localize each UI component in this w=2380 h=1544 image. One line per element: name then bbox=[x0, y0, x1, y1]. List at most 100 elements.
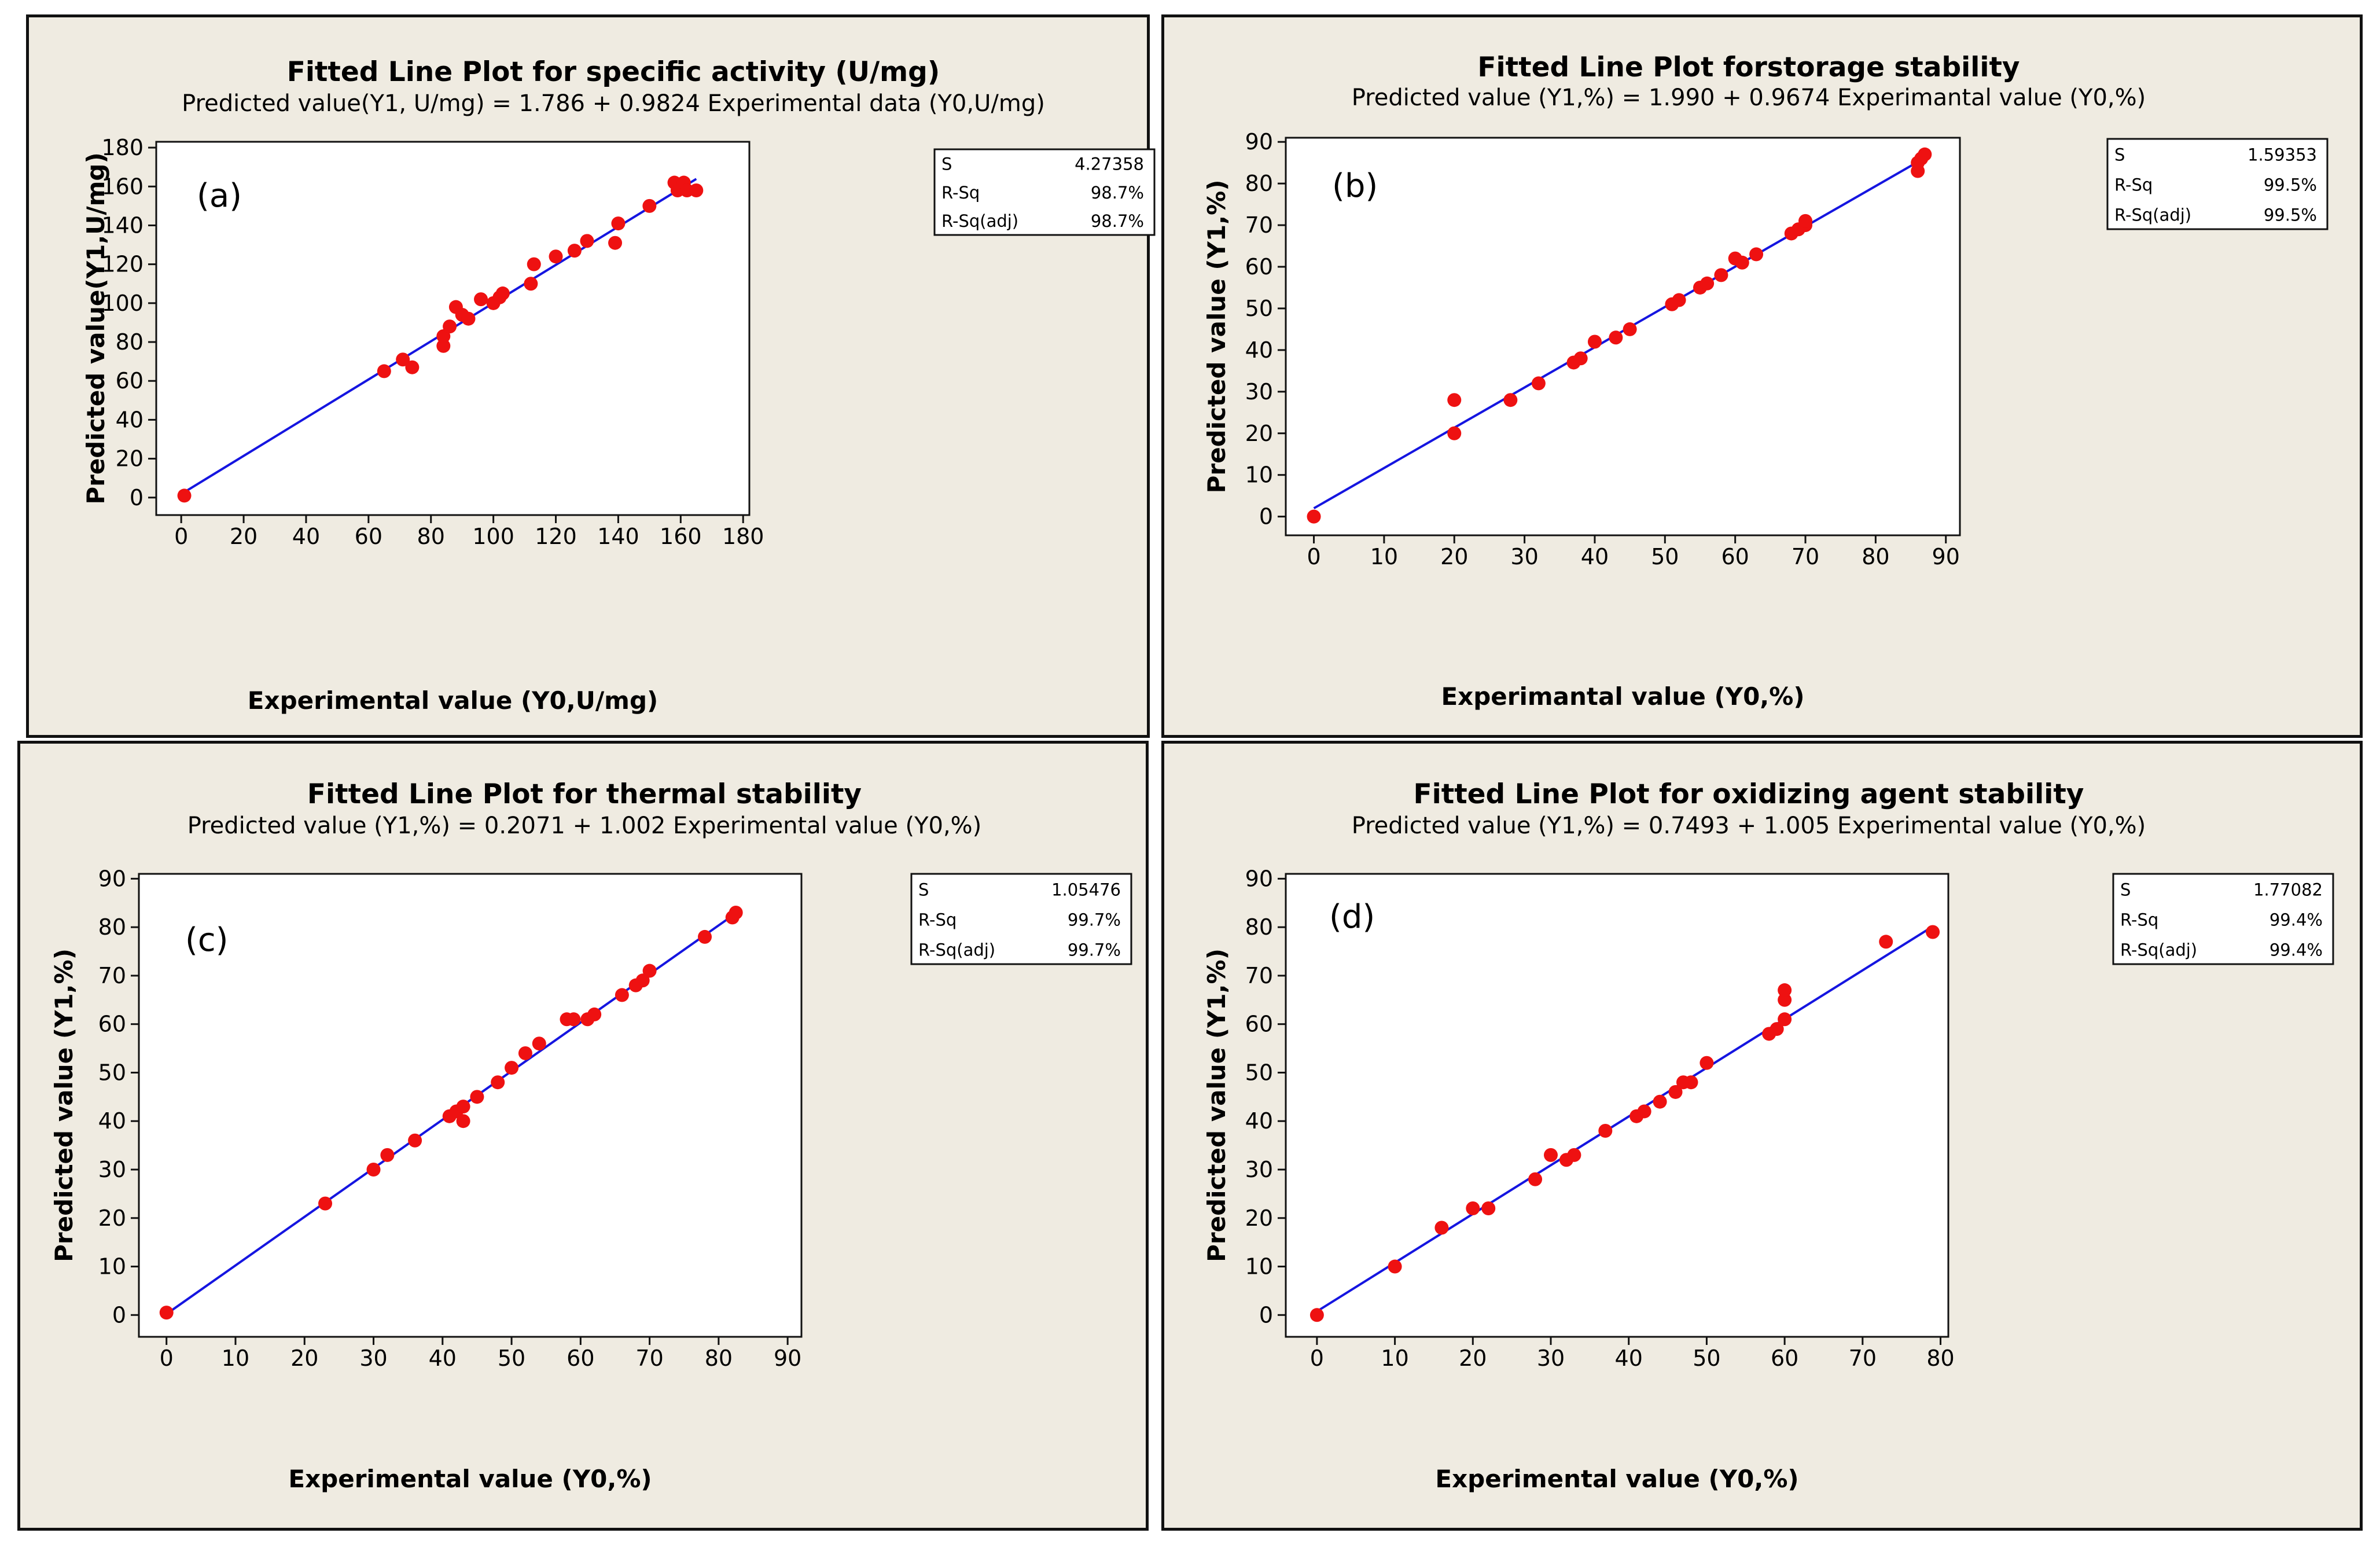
y-tick-label: 20 bbox=[1245, 421, 1273, 446]
data-point bbox=[611, 216, 626, 231]
panel-label: (a) bbox=[197, 177, 242, 215]
stat-value: 4.27358 bbox=[1075, 155, 1144, 174]
data-point bbox=[159, 1306, 174, 1320]
x-tick-label: 80 bbox=[1926, 1346, 1954, 1371]
x-axis-label: Experimental value (Y0,%) bbox=[1435, 1465, 1798, 1493]
y-tick-label: 40 bbox=[116, 407, 144, 432]
data-point bbox=[495, 286, 510, 301]
stat-label: R-Sq bbox=[941, 183, 980, 203]
data-point bbox=[380, 1148, 395, 1162]
x-tick-label: 80 bbox=[705, 1346, 733, 1371]
x-tick-label: 80 bbox=[417, 524, 445, 549]
y-tick-label: 90 bbox=[1245, 866, 1273, 891]
stat-value: 99.4% bbox=[2269, 940, 2323, 960]
x-tick-label: 100 bbox=[472, 524, 514, 549]
stat-label: R-Sq(adj) bbox=[941, 211, 1018, 231]
stat-value: 99.7% bbox=[1068, 910, 1121, 929]
y-tick-label: 40 bbox=[1245, 1108, 1273, 1134]
data-point bbox=[1684, 1075, 1698, 1090]
data-point bbox=[177, 488, 192, 503]
stat-label: R-Sq bbox=[2114, 175, 2153, 194]
data-point bbox=[1531, 376, 1546, 391]
y-tick-label: 20 bbox=[98, 1205, 126, 1231]
x-tick-label: 90 bbox=[1932, 544, 1960, 569]
x-tick-label: 20 bbox=[1440, 544, 1468, 569]
stat-value: 1.77082 bbox=[2253, 880, 2323, 899]
data-point bbox=[1447, 393, 1462, 407]
data-point bbox=[474, 292, 488, 307]
data-point bbox=[405, 360, 420, 374]
data-point bbox=[1778, 1012, 1792, 1027]
stat-label: R-Sq bbox=[2120, 910, 2158, 929]
y-tick-label: 50 bbox=[1245, 1060, 1273, 1085]
x-tick-label: 70 bbox=[1792, 544, 1819, 569]
y-tick-label: 40 bbox=[98, 1108, 126, 1134]
y-tick-label: 0 bbox=[1259, 504, 1273, 530]
stat-value: 98.7% bbox=[1091, 211, 1144, 231]
chart-b: Fitted Line Plot forstorage stabilityPre… bbox=[1202, 52, 2328, 711]
y-axis-label: Predicted value (Y1,%) bbox=[50, 949, 78, 1262]
data-point bbox=[1926, 925, 1940, 939]
data-point bbox=[698, 929, 712, 944]
x-tick-label: 10 bbox=[1381, 1346, 1408, 1371]
x-tick-label: 30 bbox=[1510, 544, 1538, 569]
data-point bbox=[1879, 935, 1893, 949]
stats-box bbox=[2106, 138, 2328, 230]
data-point bbox=[456, 1114, 470, 1128]
y-tick-label: 180 bbox=[101, 135, 144, 160]
stats-box bbox=[910, 873, 1132, 965]
data-point bbox=[1918, 147, 1932, 161]
y-tick-label: 70 bbox=[98, 963, 126, 988]
chart-a: Fitted Line Plot for specific activity (… bbox=[82, 56, 1156, 715]
x-tick-label: 0 bbox=[1307, 544, 1320, 569]
y-tick-label: 60 bbox=[1245, 1012, 1273, 1037]
chart-subtitle: Predicted value(Y1, U/mg) = 1.786 + 0.98… bbox=[182, 90, 1045, 117]
x-tick-label: 50 bbox=[1693, 1346, 1720, 1371]
x-tick-label: 60 bbox=[1721, 544, 1749, 569]
y-tick-label: 60 bbox=[1245, 254, 1273, 280]
y-axis-label: Predicted value (Y1,%) bbox=[1202, 180, 1231, 494]
stat-label: S bbox=[2114, 145, 2125, 164]
data-point bbox=[505, 1061, 519, 1075]
x-tick-label: 20 bbox=[230, 524, 258, 549]
data-point bbox=[524, 277, 538, 291]
data-point bbox=[587, 1007, 602, 1021]
panel-label: (b) bbox=[1332, 167, 1378, 205]
y-tick-label: 30 bbox=[1245, 379, 1273, 405]
panel-c: Fitted Line Plot for thermal stability Pr… bbox=[17, 741, 1149, 1531]
x-tick-label: 30 bbox=[1537, 1346, 1565, 1371]
y-tick-label: 70 bbox=[1245, 212, 1273, 238]
data-point bbox=[1307, 509, 1321, 524]
panel-label: (c) bbox=[185, 921, 228, 959]
plot-area bbox=[138, 873, 803, 1338]
panel-a: Fitted Line Plot for specific activity (… bbox=[26, 14, 1156, 738]
stat-value: 99.5% bbox=[2264, 205, 2317, 225]
data-point bbox=[1637, 1104, 1651, 1119]
data-point bbox=[527, 257, 541, 271]
x-tick-label: 50 bbox=[1651, 544, 1679, 569]
x-tick-label: 0 bbox=[1310, 1346, 1324, 1371]
x-tick-label: 40 bbox=[429, 1346, 457, 1371]
data-point bbox=[366, 1162, 381, 1177]
y-tick-label: 100 bbox=[101, 291, 144, 316]
y-tick-label: 80 bbox=[116, 329, 144, 355]
x-axis-label: Experimental value (Y0,U/mg) bbox=[248, 686, 658, 715]
data-point bbox=[1434, 1221, 1449, 1235]
y-tick-label: 50 bbox=[98, 1060, 126, 1085]
x-tick-label: 60 bbox=[1771, 1346, 1798, 1371]
stat-label: S bbox=[2120, 880, 2131, 899]
data-point bbox=[642, 964, 657, 978]
data-point bbox=[1481, 1201, 1496, 1216]
data-point bbox=[532, 1036, 546, 1051]
x-tick-label: 10 bbox=[1370, 544, 1398, 569]
plot-area bbox=[1285, 137, 1961, 536]
data-point bbox=[1770, 1022, 1784, 1036]
data-point bbox=[1749, 247, 1764, 262]
y-tick-label: 10 bbox=[98, 1254, 126, 1280]
y-tick-label: 120 bbox=[101, 252, 144, 277]
data-point bbox=[689, 183, 704, 197]
x-tick-label: 10 bbox=[222, 1346, 249, 1371]
data-point bbox=[443, 319, 457, 334]
data-point bbox=[1388, 1259, 1402, 1274]
panel-label: (d) bbox=[1329, 898, 1375, 936]
